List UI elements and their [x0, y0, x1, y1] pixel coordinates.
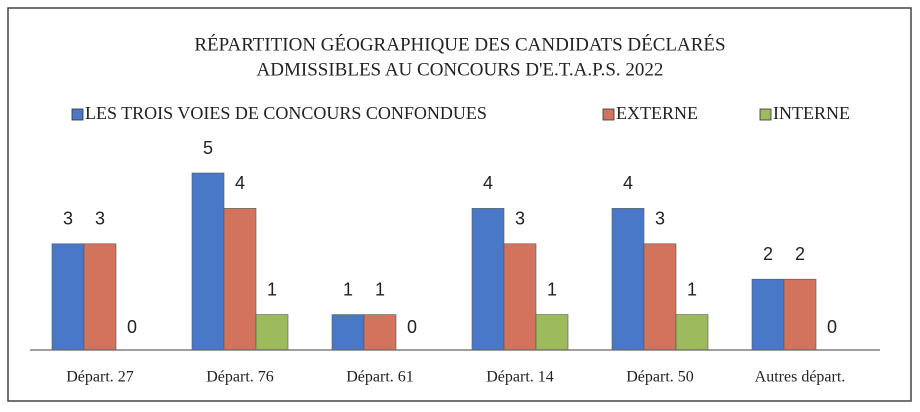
data-label: 4 [623, 173, 633, 193]
x-tick-label: Départ. 14 [486, 369, 554, 386]
bar [471, 208, 505, 351]
data-label: 2 [763, 244, 773, 264]
legend-marker [71, 108, 84, 121]
bar [363, 314, 397, 351]
bar [83, 243, 117, 351]
bar [51, 243, 85, 351]
chart-title: RÉPARTITION GÉOGRAPHIQUE DES CANDIDATS D… [194, 33, 725, 55]
bar [255, 314, 289, 351]
data-label: 2 [795, 244, 805, 264]
bar [783, 278, 817, 351]
bar [535, 314, 569, 351]
bar [675, 314, 709, 351]
x-tick-label: Départ. 50 [626, 369, 694, 386]
bar [751, 278, 785, 351]
data-label: 0 [407, 317, 417, 337]
data-label: 1 [375, 279, 385, 299]
bar [611, 208, 645, 351]
data-label: 3 [95, 209, 105, 229]
data-label: 3 [63, 209, 73, 229]
chart-title: ADMISSIBLES AU CONCOURS D'E.T.A.P.S. 202… [257, 59, 664, 80]
data-label: 4 [483, 173, 493, 193]
data-label: 4 [235, 173, 245, 193]
legend-label: INTERNE [773, 103, 850, 123]
x-tick-label: Départ. 76 [206, 369, 274, 386]
legend-marker [759, 108, 772, 121]
data-label: 3 [655, 209, 665, 229]
data-label: 1 [687, 279, 697, 299]
x-tick-label: Autres départ. [755, 369, 846, 386]
bar [643, 243, 677, 351]
data-label: 1 [267, 279, 277, 299]
data-label: 3 [515, 209, 525, 229]
data-label: 5 [203, 138, 213, 158]
data-label: 1 [343, 279, 353, 299]
bar [191, 172, 225, 351]
legend-label: EXTERNE [616, 103, 698, 123]
bar [503, 243, 537, 351]
data-label: 0 [127, 317, 137, 337]
data-label: 0 [827, 317, 837, 337]
data-label: 1 [547, 279, 557, 299]
bar [331, 314, 365, 351]
bar [223, 208, 257, 351]
x-tick-label: Départ. 27 [66, 369, 134, 386]
x-tick-label: Départ. 61 [346, 369, 414, 386]
legend-label: LES TROIS VOIES DE CONCOURS CONFONDUES [85, 103, 487, 123]
legend-marker [602, 108, 615, 121]
